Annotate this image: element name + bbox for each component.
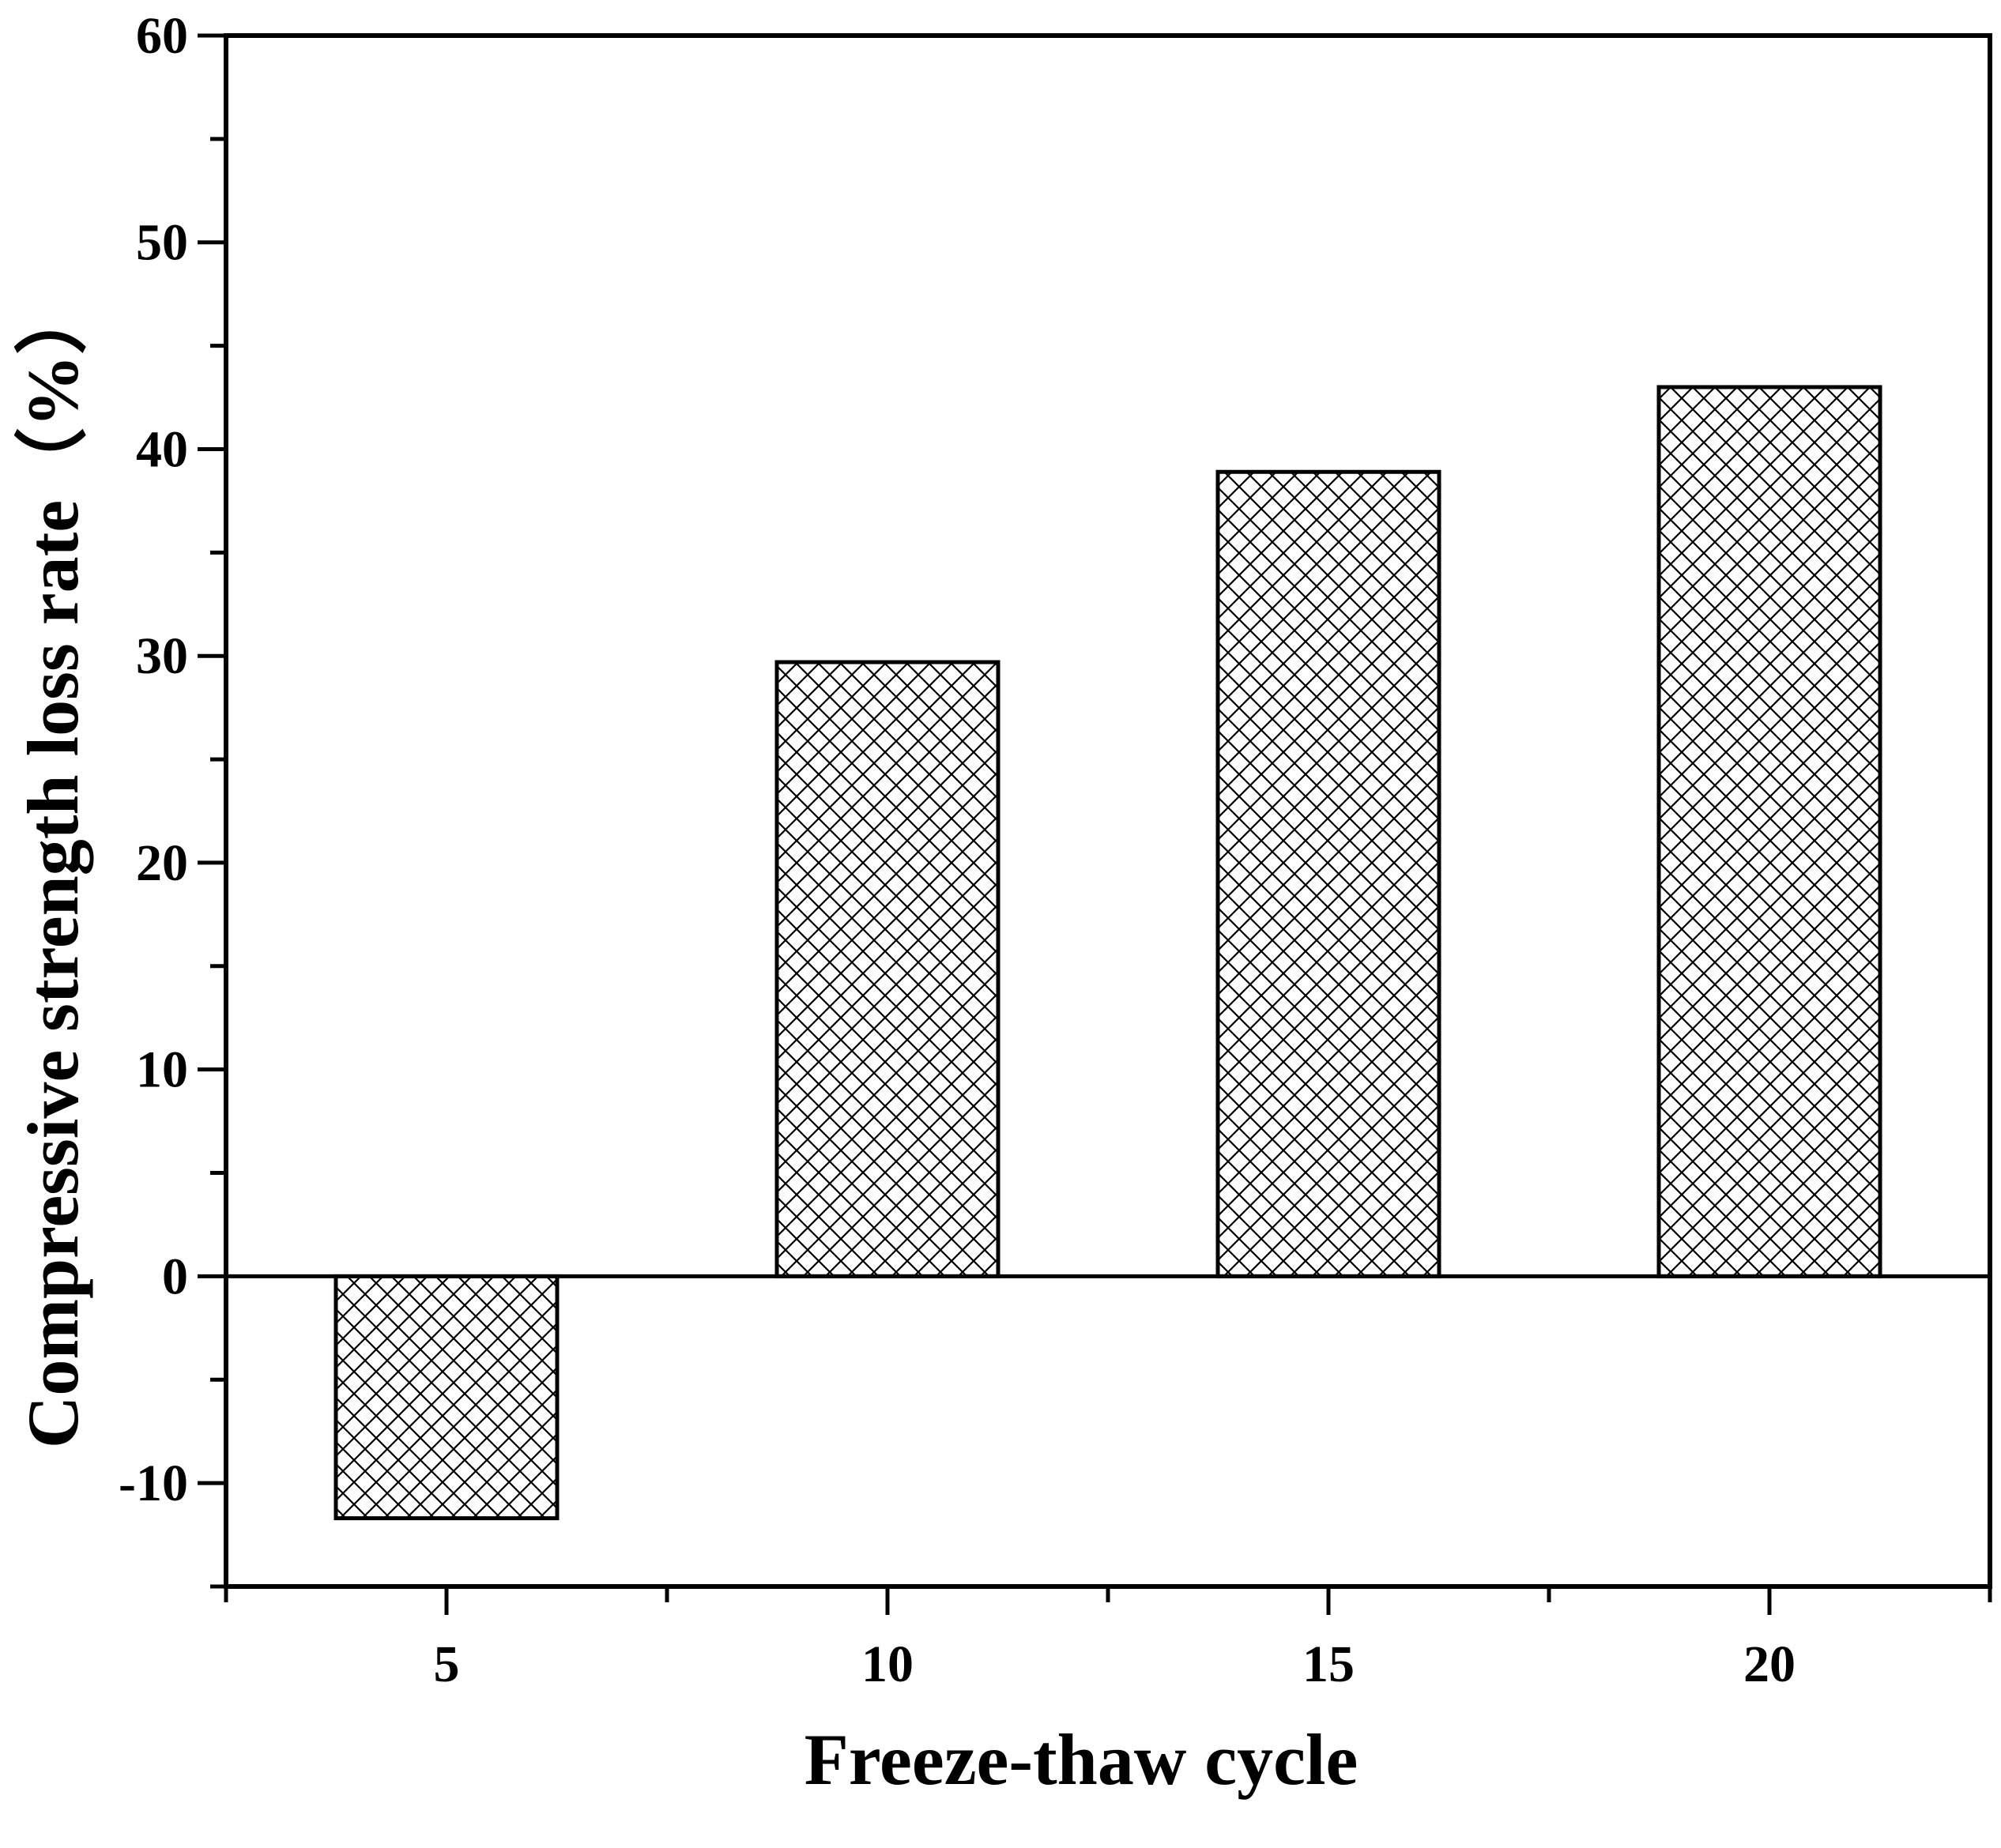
bar-5 (334, 1274, 560, 1521)
bar-20 (1656, 385, 1882, 1278)
y-tick-label: 50 (136, 214, 188, 272)
x-tick-label: 15 (1302, 1635, 1355, 1693)
y-tick-label: 0 (162, 1248, 188, 1305)
y-axis: 60 50 40 30 20 10 0 -10 (119, 7, 226, 1589)
y-tick-label: 40 (136, 420, 188, 478)
y-axis-title: Compressive strength loss rate（%） (13, 282, 93, 1448)
x-axis-title: Freeze-thaw cycle (805, 1719, 1358, 1800)
bars-layer (334, 385, 1882, 1521)
bar-15 (1215, 469, 1441, 1278)
y-tick-label: 30 (136, 627, 188, 685)
y-tick-label: 60 (136, 7, 188, 65)
x-axis: 5 10 15 20 (224, 1586, 1992, 1693)
x-tick-label: 5 (434, 1635, 460, 1693)
y-tick-label: 10 (136, 1041, 188, 1099)
x-tick-label: 10 (861, 1635, 914, 1693)
bar-10 (774, 660, 1000, 1278)
y-tick-label: 20 (136, 834, 188, 892)
y-tick-label: -10 (119, 1455, 188, 1512)
x-tick-label: 20 (1743, 1635, 1796, 1693)
